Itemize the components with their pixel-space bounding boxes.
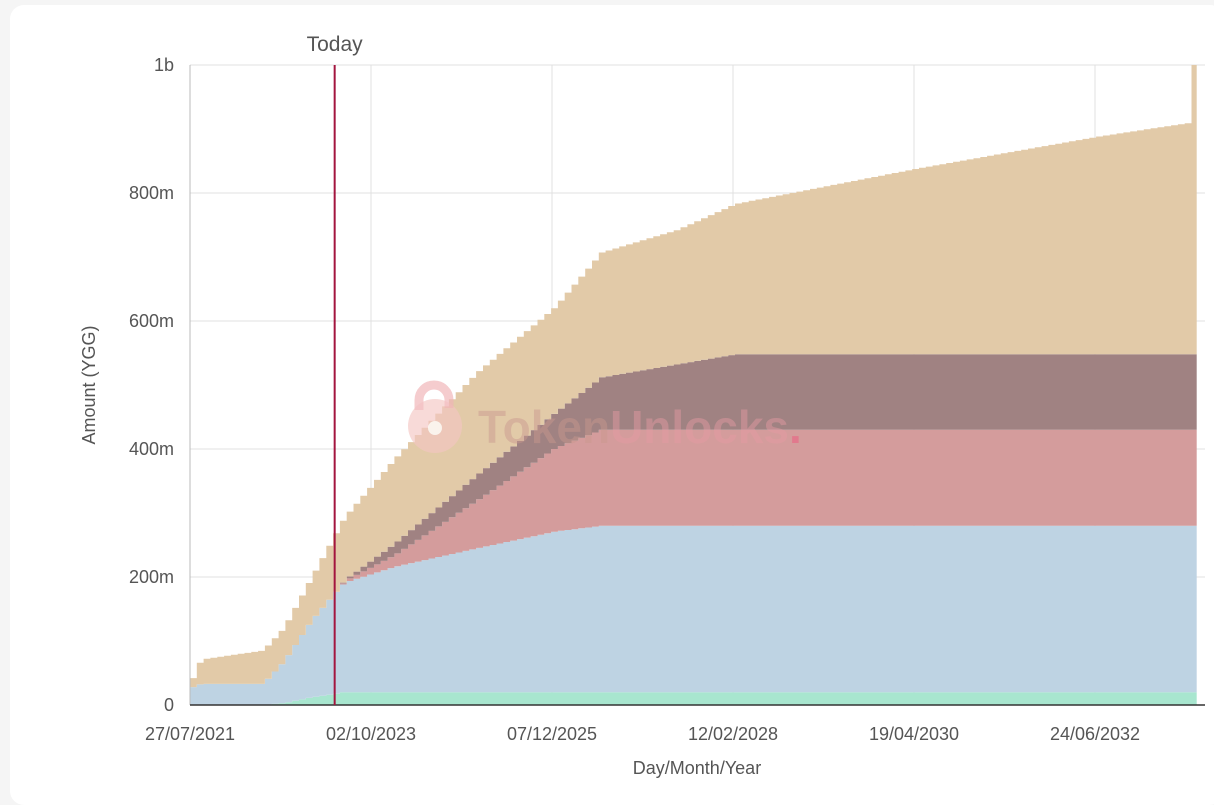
x-tick-label: 19/04/2030 bbox=[869, 724, 959, 744]
watermark-token: Token bbox=[478, 401, 610, 453]
watermark-unlocks: Unlocks bbox=[610, 401, 789, 453]
today-label: Today bbox=[307, 33, 364, 56]
y-tick-label: 0 bbox=[164, 695, 174, 715]
y-tick-label: 1b bbox=[154, 55, 174, 75]
y-tick-label: 400m bbox=[129, 439, 174, 459]
series-area-1 bbox=[190, 525, 1197, 705]
series-area-4 bbox=[190, 65, 1197, 688]
tick-labels: 0 200m 400m 600m 800m 1b 27/07/2021 02/10/2023 0… bbox=[129, 55, 1140, 744]
y-tick-label: 200m bbox=[129, 567, 174, 587]
watermark-dot: . bbox=[789, 401, 802, 453]
y-tick-label: 800m bbox=[129, 183, 174, 203]
y-tick-label: 600m bbox=[129, 311, 174, 331]
x-tick-label: 27/07/2021 bbox=[145, 724, 235, 744]
x-tick-label: 24/06/2032 bbox=[1050, 724, 1140, 744]
x-tick-label: 02/10/2023 bbox=[326, 724, 416, 744]
x-tick-label: 07/12/2025 bbox=[507, 724, 597, 744]
stacked-areas bbox=[190, 65, 1197, 705]
series-area-0 bbox=[190, 692, 1197, 705]
axes bbox=[189, 65, 1205, 706]
series-area-2 bbox=[190, 429, 1197, 688]
watermark-lock-hole bbox=[428, 421, 442, 435]
x-tick-label: 12/02/2028 bbox=[688, 724, 778, 744]
today-marker: Today bbox=[307, 33, 364, 705]
y-axis-title: Amount (YGG) bbox=[79, 325, 99, 444]
watermark-lock-shackle bbox=[414, 380, 454, 410]
watermark: TokenUnlocks. bbox=[408, 380, 802, 453]
series-area-3 bbox=[190, 354, 1197, 688]
svg-text:TokenUnlocks.: TokenUnlocks. bbox=[478, 401, 802, 453]
x-axis-title: Day/Month/Year bbox=[633, 758, 761, 778]
